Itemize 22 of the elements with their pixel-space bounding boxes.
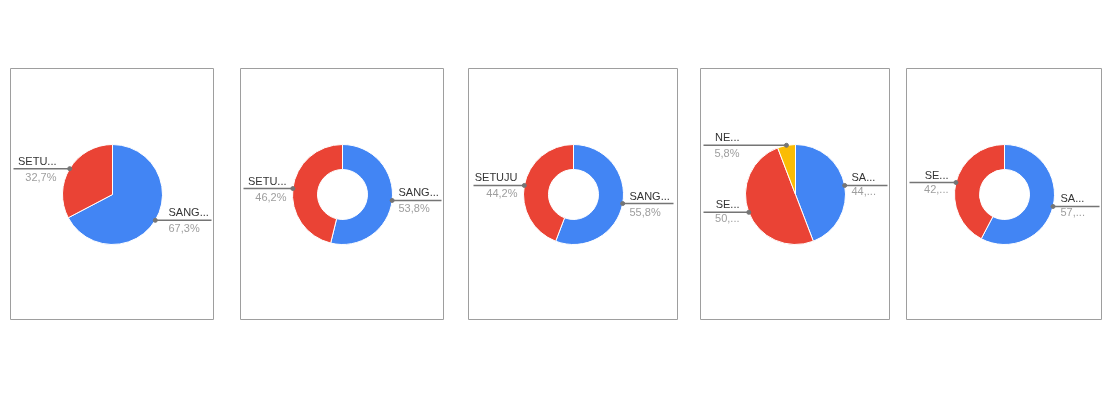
slice-label: SANG... (168, 206, 209, 219)
slice-label: SA... (851, 171, 876, 184)
data-label: 53,8% (398, 202, 430, 215)
slice-label: SETU... (17, 154, 57, 167)
data-label: 5,8% (714, 147, 740, 160)
data-label: 50,... (715, 212, 740, 225)
slice-label: SANG... (629, 189, 670, 202)
slice-label: SANG... (398, 186, 439, 199)
data-label: 67,3% (168, 222, 200, 235)
data-label: 44,2% (486, 187, 518, 200)
data-label: 44,... (851, 185, 876, 198)
slice-label: SE... (924, 168, 949, 181)
data-label: 57,... (1060, 206, 1085, 219)
slice-label: NE... (715, 131, 740, 144)
slice-label: SE... (715, 198, 740, 211)
data-label: 42,... (924, 182, 949, 195)
data-label: 46,2% (255, 190, 287, 203)
slice-label: SETUJU (474, 171, 518, 184)
slice-label: SETU... (247, 174, 287, 187)
slice-label: SA... (1060, 192, 1085, 205)
data-label: 32,7% (25, 170, 57, 183)
data-label: 55,8% (629, 205, 661, 218)
